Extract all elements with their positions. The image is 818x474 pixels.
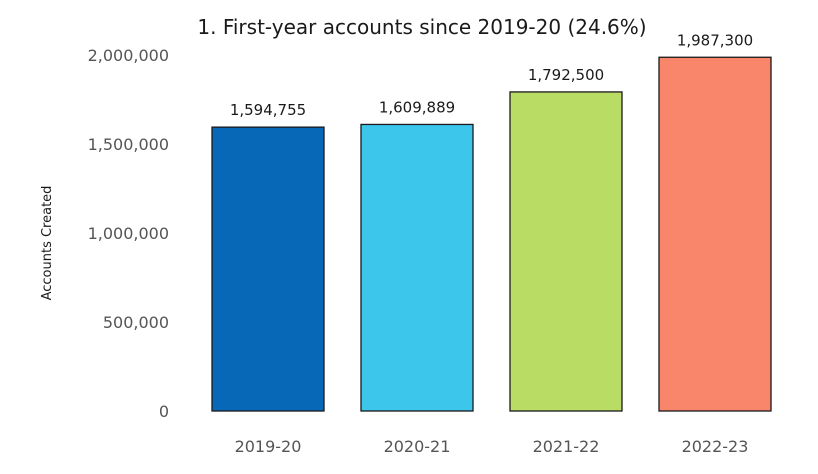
y-tick-label: 1,000,000 — [88, 224, 169, 243]
x-tick-label: 2019-20 — [235, 437, 302, 456]
x-tick-label: 2021-22 — [533, 437, 600, 456]
data-label: 1,792,500 — [528, 66, 604, 84]
chart-title: 1. First-year accounts since 2019-20 (24… — [197, 15, 646, 39]
y-tick-label: 500,000 — [103, 313, 169, 332]
y-tick-label: 0 — [159, 402, 169, 421]
bar-2022-23 — [658, 56, 772, 412]
bar-2021-22 — [509, 91, 623, 412]
data-label: 1,987,300 — [677, 31, 753, 49]
x-tick-label: 2020-21 — [384, 437, 451, 456]
bar-2019-20 — [211, 126, 325, 412]
bars-group — [211, 56, 772, 412]
data-label: 1,594,755 — [230, 101, 306, 119]
x-tick-label: 2022-23 — [682, 437, 749, 456]
data-labels-group: 1,594,755 1,609,889 1,792,500 1,987,300 — [230, 31, 753, 119]
data-label: 1,609,889 — [379, 98, 455, 116]
y-axis-ticks: 0 500,000 1,000,000 1,500,000 2,000,000 — [88, 46, 169, 421]
y-tick-label: 2,000,000 — [88, 46, 169, 65]
bar-2020-21 — [360, 123, 474, 412]
x-axis-ticks: 2019-20 2020-21 2021-22 2022-23 — [235, 437, 749, 456]
y-tick-label: 1,500,000 — [88, 135, 169, 154]
y-axis-label: Accounts Created — [40, 186, 55, 301]
